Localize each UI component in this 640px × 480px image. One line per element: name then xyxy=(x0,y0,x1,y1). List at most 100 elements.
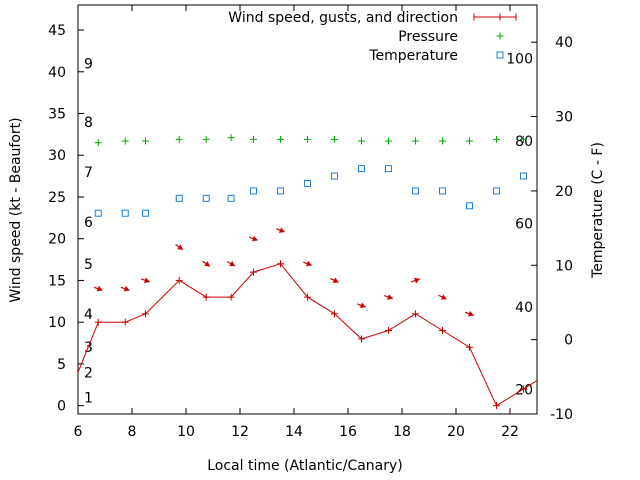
y2-tick-label: -10 xyxy=(550,407,573,423)
wind-speed-point xyxy=(304,293,311,301)
fahrenheit-label: 60 xyxy=(515,217,533,233)
arrow-head xyxy=(204,261,210,267)
arrow-head xyxy=(177,244,183,250)
pressure-point xyxy=(385,137,392,145)
temperature-point xyxy=(520,172,527,180)
pressure-point xyxy=(439,137,446,145)
wind-direction-arrow xyxy=(202,260,211,267)
temperature-point xyxy=(94,209,102,217)
wind-speed-point xyxy=(439,327,446,335)
wind-direction-arrow xyxy=(411,277,420,284)
beaufort-label: 2 xyxy=(84,365,93,381)
temperature-point xyxy=(439,187,446,195)
wind-speed-point xyxy=(250,268,257,276)
y-tick-label: 10 xyxy=(48,315,66,331)
temperature-point xyxy=(358,165,365,173)
wind-speed-point xyxy=(202,293,210,301)
beaufort-label: 7 xyxy=(84,165,93,181)
beaufort-label: 3 xyxy=(84,340,93,356)
wind-speed-point xyxy=(520,385,527,393)
beaufort-label: 8 xyxy=(84,115,93,131)
wind-direction-arrow xyxy=(141,277,150,284)
arrow-head xyxy=(123,285,130,292)
wind-speed-point xyxy=(175,276,183,284)
pressure-point xyxy=(227,134,235,142)
arrow-head xyxy=(96,285,103,292)
arrow-head xyxy=(360,302,366,309)
temperature-point xyxy=(227,194,235,202)
y2-tick-label: 40 xyxy=(555,35,573,51)
y-tick-label: 40 xyxy=(48,65,66,81)
arrow-head xyxy=(387,294,393,300)
legend-label-pressure: Pressure xyxy=(398,29,458,45)
wind-speed-point xyxy=(277,260,284,268)
temperature-point xyxy=(331,172,338,180)
y2-axis-label: Temperature (C - F) xyxy=(590,142,606,279)
x-tick-label: 6 xyxy=(74,424,83,440)
fahrenheit-label: 20 xyxy=(515,382,533,398)
x-tick-label: 8 xyxy=(128,424,137,440)
temperature-point xyxy=(250,187,257,195)
pressure-point xyxy=(202,135,210,143)
x-tick-label: 18 xyxy=(393,424,411,440)
wind-direction-arrow xyxy=(465,310,474,317)
wind-speed-point xyxy=(121,318,129,326)
legend-swatch-pressure xyxy=(496,32,504,40)
pressure-point xyxy=(250,135,257,143)
wind-direction-arrow xyxy=(384,294,393,300)
pressure-point xyxy=(121,137,129,145)
pressure-point xyxy=(94,139,102,147)
y-tick-label: 30 xyxy=(48,148,66,164)
temperature-point xyxy=(121,209,129,217)
wind-speed-point xyxy=(358,335,365,343)
y-tick-label: 25 xyxy=(48,190,66,206)
y-tick-label: 5 xyxy=(57,357,66,373)
wind-speed-point xyxy=(142,310,149,318)
pressure-point xyxy=(277,135,284,143)
legend-label-wind: Wind speed, gusts, and direction xyxy=(228,10,458,26)
beaufort-label: 1 xyxy=(84,390,93,406)
temperature-point xyxy=(493,187,500,195)
temperature-point xyxy=(385,165,392,173)
pressure-point xyxy=(466,137,473,145)
pressure-point xyxy=(142,137,149,145)
wind-direction-arrow xyxy=(276,227,285,234)
temperature-point xyxy=(412,187,419,195)
arrow-head xyxy=(229,260,235,267)
wind-direction-arrow xyxy=(330,277,339,283)
wind-direction-arrow xyxy=(93,285,103,292)
wind-direction-arrow xyxy=(438,294,447,300)
arrow-head xyxy=(332,277,339,283)
y-tick-label: 15 xyxy=(48,273,66,289)
pressure-point xyxy=(304,135,311,143)
wind-direction-arrow xyxy=(249,235,258,242)
arrow-head xyxy=(252,235,258,242)
wind-speed-line xyxy=(77,263,538,407)
wind-speed-point xyxy=(227,293,235,301)
x-tick-label: 14 xyxy=(285,424,303,440)
temperature-point xyxy=(142,209,149,217)
beaufort-label: 4 xyxy=(84,307,93,323)
wind-speed-point xyxy=(412,310,419,318)
fahrenheit-label: 40 xyxy=(515,300,533,316)
arrow-head xyxy=(279,227,285,234)
arrow-head xyxy=(144,277,150,284)
arrow-head xyxy=(468,310,474,317)
wind-direction-arrow xyxy=(226,260,236,267)
temperature-point xyxy=(175,194,183,202)
wind-direction-arrow xyxy=(303,260,312,267)
x-tick-label: 16 xyxy=(339,424,357,440)
wind-speed-point xyxy=(493,402,500,410)
plot-frame xyxy=(77,4,538,415)
y-tick-label: 0 xyxy=(57,399,66,415)
wind-direction-arrow xyxy=(357,302,366,309)
pressure-point xyxy=(358,137,365,145)
arrow-head xyxy=(414,277,420,284)
temperature-point xyxy=(304,179,311,187)
legend-swatch-temperature xyxy=(496,51,504,59)
fahrenheit-label: 100 xyxy=(506,52,533,68)
temperature-point xyxy=(466,202,473,210)
y-axis-label: Wind speed (kt - Beaufort) xyxy=(8,117,24,302)
y2-tick-label: 0 xyxy=(564,333,573,349)
